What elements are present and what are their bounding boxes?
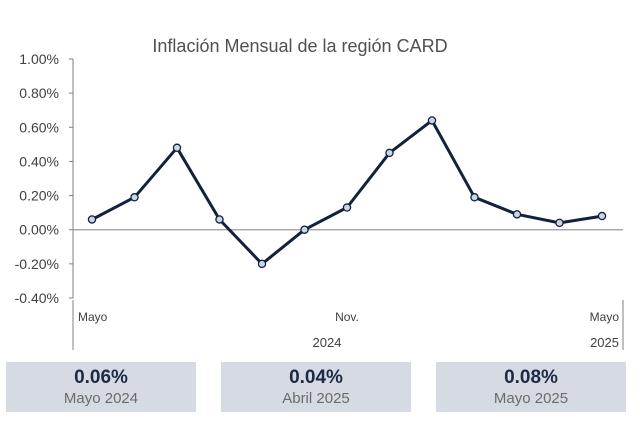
- y-tick-label: -0.20%: [15, 256, 59, 272]
- card-value: 0.08%: [504, 367, 558, 388]
- year-label: 2025: [590, 335, 619, 350]
- y-axis: 1.00% 0.80% 0.60% 0.40% 0.20% 0.00% -0.20% -0.4…: [15, 51, 623, 306]
- card-label: Abril 2025: [282, 390, 350, 407]
- x-tick-label: Nov.: [335, 310, 359, 324]
- data-point: [300, 225, 309, 234]
- data-point: [427, 116, 437, 125]
- card-label: Mayo 2025: [493, 390, 569, 407]
- data-point: [342, 203, 352, 212]
- y-tick-label: 1.00%: [19, 51, 59, 67]
- summary-card-april-2025: 0.04% Abril 2025: [221, 362, 411, 412]
- card-value: 0.06%: [74, 367, 128, 388]
- series-line: [87, 116, 607, 269]
- inflation-line-chart: Inflación Mensual de la región CARD 1.00…: [15, 36, 624, 350]
- card-value: 0.04%: [289, 367, 343, 388]
- data-point: [87, 215, 97, 224]
- data-point: [130, 193, 139, 202]
- data-point: [512, 210, 522, 219]
- x-axis: Mayo Nov. Mayo 2024 2025: [72, 300, 624, 350]
- card-label: Mayo 2024: [63, 390, 139, 407]
- y-tick-label: 0.60%: [19, 119, 59, 135]
- x-tick-label: Mayo: [590, 310, 620, 324]
- data-point: [257, 259, 267, 269]
- y-tick-label: -0.40%: [15, 290, 59, 306]
- summary-card-may-2025: 0.08% Mayo 2025: [436, 362, 626, 412]
- chart-title: Inflación Mensual de la región CARD: [152, 36, 447, 56]
- y-tick-label: 0.40%: [19, 153, 59, 169]
- summary-card-may-2024: 0.06% Mayo 2024: [6, 362, 196, 412]
- data-point: [555, 218, 564, 228]
- y-tick-label: 0.00%: [19, 222, 59, 238]
- data-point: [172, 143, 182, 153]
- series-line-path: [91, 119, 603, 266]
- data-point: [470, 193, 479, 202]
- summary-cards: 0.06% Mayo 2024 0.04% Abril 2025 0.08% M…: [0, 362, 640, 412]
- data-point: [385, 148, 394, 158]
- y-tick-label: 0.20%: [19, 188, 59, 204]
- x-tick-label: Mayo: [78, 310, 108, 324]
- data-point: [597, 211, 607, 221]
- y-tick-label: 0.80%: [19, 85, 59, 101]
- year-label: 2024: [313, 335, 342, 350]
- data-point: [215, 215, 224, 224]
